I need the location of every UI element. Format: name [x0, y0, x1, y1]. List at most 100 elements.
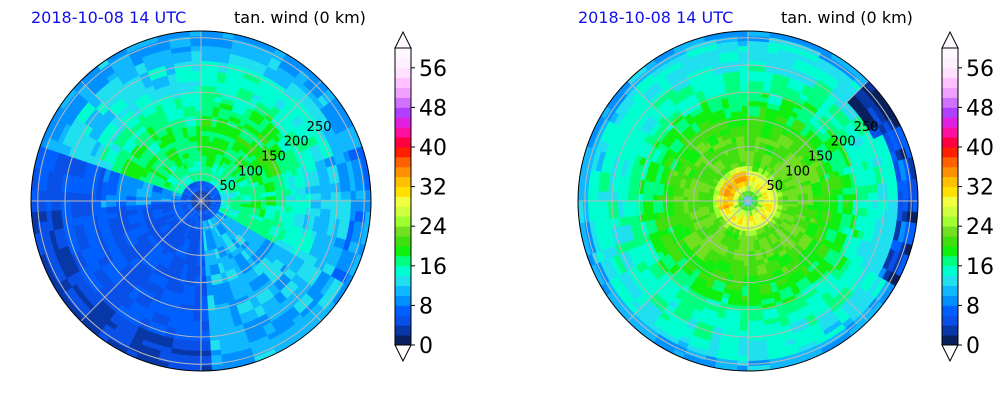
field-cell — [214, 226, 220, 233]
field-cell — [178, 186, 185, 192]
field-cell — [212, 284, 220, 291]
field-cell — [229, 178, 237, 184]
field-cell — [188, 183, 193, 190]
field-cell — [204, 215, 208, 221]
field-cell — [260, 191, 267, 198]
field-cell — [224, 190, 231, 195]
field-cell — [195, 275, 202, 282]
field-cell — [208, 177, 213, 184]
field-cell — [203, 210, 207, 217]
field-cell — [95, 187, 102, 196]
colorbar-swatch — [395, 265, 411, 277]
field-cell — [215, 194, 221, 198]
field-cell — [213, 126, 221, 134]
field-cell — [207, 208, 212, 214]
field-cell — [196, 180, 200, 187]
field-cell — [156, 211, 164, 217]
field-cell — [207, 182, 212, 189]
field-cell — [213, 208, 219, 213]
field-cell — [300, 193, 307, 201]
field-cell — [205, 275, 213, 282]
field-cell — [299, 213, 306, 222]
field-cell — [185, 202, 192, 205]
field-cell — [186, 100, 195, 107]
field-cell — [235, 202, 242, 207]
field-cell — [201, 260, 206, 267]
field-cell — [185, 179, 190, 186]
field-cell — [220, 182, 227, 188]
field-cell — [182, 289, 191, 296]
field-cell — [218, 187, 224, 193]
field-cell — [172, 187, 179, 192]
field-cell — [202, 185, 205, 192]
field-cell — [162, 212, 169, 217]
field-cell — [227, 212, 235, 217]
colorbar-swatch — [395, 77, 411, 88]
field-cell — [202, 165, 206, 172]
field-cell — [217, 154, 224, 161]
field-cell — [205, 195, 211, 199]
field-cell — [226, 182, 233, 188]
field-cell — [201, 300, 209, 307]
field-cell — [203, 191, 207, 197]
field-cell — [196, 265, 202, 272]
field-cell — [214, 206, 221, 211]
field-cell — [295, 199, 302, 208]
field-cell — [202, 190, 205, 197]
field-cell — [254, 207, 262, 213]
field-cell — [130, 196, 137, 202]
field-cell — [211, 210, 217, 216]
field-cell — [200, 125, 206, 132]
field-cell — [198, 190, 201, 197]
field-cell — [224, 207, 231, 211]
colorbar-swatch — [395, 48, 411, 59]
field-cell — [126, 181, 134, 189]
field-cell — [177, 86, 187, 94]
field-cell — [204, 203, 210, 208]
field-cell — [191, 202, 197, 206]
colorbar-swatch — [395, 246, 411, 257]
field-cell — [161, 210, 168, 215]
field-cell — [203, 180, 207, 187]
field-cell — [225, 215, 233, 221]
field-cell — [160, 201, 167, 205]
field-cell — [221, 183, 228, 189]
field-cell — [243, 253, 252, 261]
field-cell — [204, 181, 208, 187]
field-cell — [204, 192, 208, 198]
field-cell — [185, 186, 191, 192]
field-cell — [211, 173, 217, 180]
field-cell — [195, 125, 201, 132]
field-cell — [220, 204, 227, 208]
field-cell — [193, 187, 197, 193]
field-cell — [192, 181, 197, 188]
field-cell — [120, 205, 127, 213]
field-cell — [201, 210, 204, 217]
field-cell — [195, 210, 198, 216]
field-cell — [205, 270, 212, 277]
field-cell — [185, 201, 192, 204]
field-cell — [250, 246, 259, 255]
field-cell — [195, 180, 199, 187]
field-cell — [246, 143, 255, 152]
field-cell — [204, 204, 209, 210]
field-cell — [190, 182, 195, 189]
field-cell — [194, 170, 198, 177]
field-cell — [190, 125, 197, 132]
field-cell — [206, 95, 215, 102]
field-cell — [172, 209, 178, 213]
field-cell — [204, 186, 208, 193]
field-cell — [213, 189, 219, 194]
right-panel: 2018-10-08 14 UTC tan. wind (0 km) 50 100… — [547, 0, 1007, 401]
field-cell — [209, 183, 214, 190]
field-cell — [181, 206, 188, 211]
field-cell — [209, 205, 216, 209]
field-cell — [179, 96, 188, 104]
field-cell — [186, 204, 192, 208]
field-cell — [197, 255, 202, 262]
field-cell — [175, 203, 182, 207]
field-cell — [194, 181, 198, 187]
field-cell — [189, 120, 197, 127]
field-cell — [176, 207, 183, 212]
field-cell — [175, 174, 182, 180]
